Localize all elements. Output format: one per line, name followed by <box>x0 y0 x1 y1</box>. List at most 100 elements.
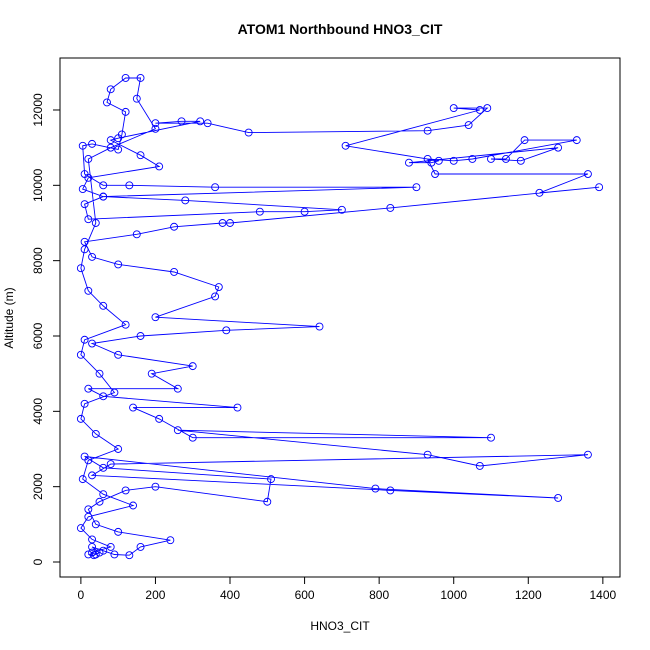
data-point <box>166 536 175 545</box>
data-point <box>84 512 93 521</box>
data-point <box>84 550 93 559</box>
data-point <box>431 170 440 178</box>
data-point <box>136 542 145 551</box>
data-point <box>84 384 93 393</box>
x-tick-label: 400 <box>220 588 240 602</box>
data-point <box>114 527 123 536</box>
data-point <box>88 535 97 544</box>
data-point <box>170 268 179 276</box>
data-point <box>76 264 85 273</box>
data-point <box>91 550 100 559</box>
data-point <box>80 245 89 254</box>
x-axis-label: HNO3_CIT <box>310 619 370 633</box>
data-point <box>300 207 309 216</box>
data-point <box>106 542 115 551</box>
data-point <box>91 429 100 438</box>
y-tick-label: 10000 <box>31 168 45 202</box>
data-point <box>80 200 89 209</box>
data-point <box>136 332 145 340</box>
data-point <box>76 524 85 533</box>
data-point <box>99 490 108 499</box>
data-point <box>464 121 473 130</box>
data-point <box>95 548 104 557</box>
data-point <box>315 322 324 331</box>
data-point <box>84 505 93 514</box>
data-point <box>106 85 115 94</box>
data-point <box>412 183 421 192</box>
data-point <box>121 107 130 116</box>
x-tick-label: 0 <box>78 588 85 602</box>
data-point <box>121 320 130 329</box>
data-point <box>572 136 581 145</box>
data-point <box>106 143 115 152</box>
data-point <box>132 230 141 239</box>
plot-box <box>59 57 621 578</box>
data-point <box>535 188 544 197</box>
x-tick-label: 600 <box>295 588 315 602</box>
data-point <box>386 203 395 212</box>
data-point <box>84 286 93 295</box>
data-point <box>196 117 205 126</box>
y-tick-label: 2000 <box>31 473 45 500</box>
data-point <box>405 158 413 167</box>
data-point <box>475 462 484 470</box>
data-point <box>125 551 134 560</box>
data-point <box>91 520 100 529</box>
data-point <box>211 292 220 301</box>
data-point <box>263 497 272 506</box>
data-point <box>88 548 97 557</box>
data-point <box>520 136 529 145</box>
x-tick-label: 1000 <box>440 588 467 602</box>
data-point <box>95 369 104 378</box>
data-point <box>337 205 346 214</box>
data-point <box>173 384 182 393</box>
x-tick-label: 1400 <box>589 588 616 602</box>
data-point <box>88 542 97 551</box>
data-point <box>155 414 164 423</box>
data-point <box>110 388 119 397</box>
data-point <box>222 326 231 335</box>
data-point <box>99 301 108 310</box>
data-point <box>386 486 395 495</box>
data-point <box>106 460 115 469</box>
x-tick-label: 200 <box>145 588 165 602</box>
y-axis-label: Altitude (m) <box>2 287 16 348</box>
data-point <box>595 183 604 192</box>
data-point <box>84 456 93 465</box>
data-point <box>76 414 85 423</box>
data-point <box>95 497 104 506</box>
data-point <box>151 119 160 128</box>
data-point <box>78 141 87 150</box>
data-point <box>99 463 108 472</box>
x-tick-label: 1200 <box>515 588 542 602</box>
data-point <box>226 219 234 227</box>
y-tick-label: 4000 <box>31 398 45 425</box>
data-point <box>173 426 182 435</box>
data-point <box>554 143 563 152</box>
data-point <box>475 106 484 114</box>
data-point <box>125 181 134 190</box>
data-point <box>155 162 164 171</box>
data-point <box>170 222 179 231</box>
data-point <box>114 260 123 269</box>
data-point <box>233 403 242 412</box>
data-point <box>88 339 97 348</box>
data-point <box>244 128 253 137</box>
data-point <box>117 130 126 139</box>
data-point <box>177 117 186 126</box>
data-point <box>136 151 145 160</box>
data-point <box>188 362 197 371</box>
data-point <box>267 475 275 484</box>
data-point <box>214 283 223 291</box>
data-point <box>181 196 190 205</box>
data-point <box>103 98 111 107</box>
data-point <box>218 219 227 227</box>
data-point <box>487 433 495 442</box>
data-point <box>341 141 350 150</box>
data-point <box>114 145 123 154</box>
data-point <box>78 475 87 484</box>
data-point <box>423 450 432 459</box>
data-point <box>449 104 458 113</box>
data-point <box>80 399 89 408</box>
